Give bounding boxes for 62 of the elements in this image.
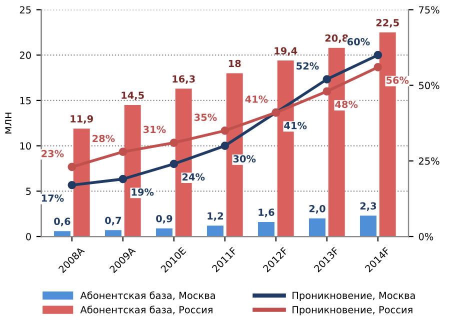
data-label: 41% — [245, 96, 268, 103]
data-label: 2,0 — [309, 204, 326, 214]
point — [118, 148, 128, 156]
data-label: 0,7 — [105, 216, 122, 226]
y-tick-label: 25 — [20, 6, 31, 14]
data-label: 24% — [182, 173, 205, 181]
point — [118, 174, 128, 184]
bar — [206, 226, 224, 237]
data-label: 18 — [228, 60, 241, 68]
data-label: 22,5 — [376, 18, 399, 28]
point — [322, 87, 332, 96]
bar — [360, 216, 376, 237]
data-label: 0,6 — [54, 218, 70, 226]
y-tick-label: 10 — [20, 142, 31, 150]
point — [68, 180, 76, 190]
point — [374, 50, 382, 60]
data-label: 2,3 — [360, 202, 376, 211]
data-label: 48% — [335, 100, 358, 108]
y-axis-title: млн — [5, 112, 12, 134]
data-label: 52% — [296, 62, 319, 70]
data-label: 41% — [284, 122, 307, 130]
point — [68, 162, 76, 172]
y2-tick-label: 0% — [418, 233, 434, 240]
data-label: 19,4 — [274, 47, 298, 56]
bar — [258, 222, 274, 237]
data-label: 56% — [386, 76, 409, 84]
bar — [156, 228, 172, 237]
y2-tick-label: 75% — [419, 6, 440, 14]
data-label: 1,2 — [208, 212, 223, 221]
y2-tick-label: 25% — [418, 157, 440, 165]
data-label: 30% — [233, 155, 256, 163]
y-tick-label: 0 — [26, 233, 31, 240]
data-label: 17% — [42, 194, 64, 202]
legend-label: Абонентская база, Москва — [80, 291, 215, 300]
data-label: 23% — [42, 150, 64, 158]
point — [220, 142, 230, 150]
bar — [54, 231, 70, 237]
data-label: 60% — [347, 38, 370, 46]
legend-label: Абонентская база, Россия — [80, 306, 212, 314]
y-tick-label: 15 — [20, 97, 31, 104]
bar — [104, 230, 122, 237]
bar — [308, 218, 326, 237]
data-label: 28% — [92, 134, 115, 142]
point — [170, 160, 178, 168]
data-label: 16,3 — [172, 75, 195, 84]
y-tick-label: 20 — [20, 52, 31, 59]
bar — [73, 128, 90, 237]
data-label: 35% — [194, 114, 217, 121]
point — [170, 138, 178, 147]
data-label: 1,6 — [258, 208, 274, 218]
data-label: 0,9 — [156, 214, 172, 224]
point — [220, 126, 230, 135]
legend-label: Проникновение, Москва — [292, 292, 415, 301]
data-label: 31% — [143, 126, 166, 134]
point — [374, 63, 382, 72]
y2-tick-label: 50% — [418, 82, 440, 90]
y-tick-label: 5 — [26, 188, 31, 195]
data-label: 14,5 — [122, 92, 144, 100]
point — [322, 75, 332, 84]
data-label: 11,9 — [70, 115, 93, 124]
legend-label: Проникновение, Россия — [292, 306, 412, 316]
data-label: 19% — [132, 188, 154, 196]
